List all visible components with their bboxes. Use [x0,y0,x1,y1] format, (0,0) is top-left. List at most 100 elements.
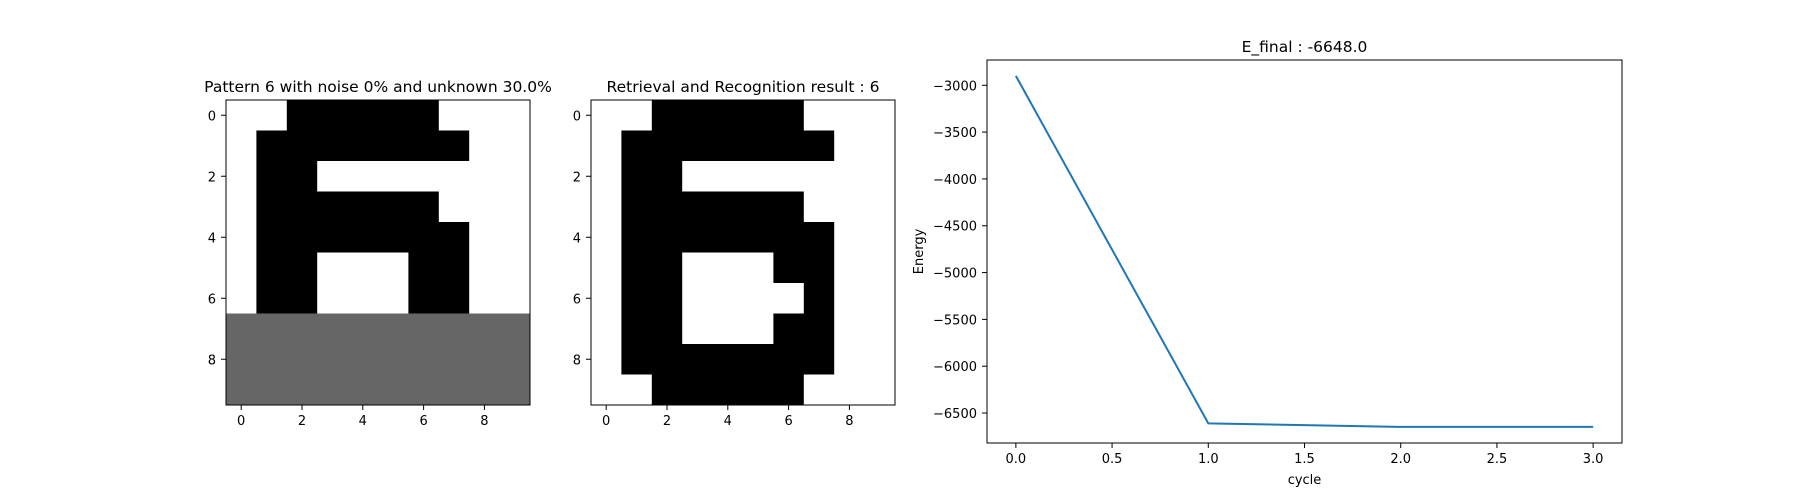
heatmap-cell [712,344,744,375]
y-tick-label: −5500 [933,313,977,328]
heatmap-cell [803,100,835,131]
heatmap-cell [226,283,257,314]
y-tick-label: −6500 [933,407,977,422]
y-tick-label: −5000 [933,267,977,282]
heatmap-cell [499,344,531,375]
heatmap-cell [682,313,713,345]
heatmap-cell [803,222,835,253]
y-tick-label: 0 [573,109,581,124]
heatmap-cell [834,222,865,253]
x-tick-label: 2.0 [1390,452,1411,467]
heatmap-cell [651,313,683,345]
y-tick-label: 8 [573,353,581,368]
heatmap-cell [408,344,440,375]
heatmap-cell [682,100,713,131]
heatmap-cell [317,283,348,314]
heatmap-cell [743,130,774,162]
x-tick-label: 0.5 [1102,452,1123,467]
heatmap-cell [743,283,774,314]
heatmap-cell [408,222,440,253]
heatmap-cell [256,161,288,192]
heatmap-cell [864,252,896,284]
heatmap-cell [712,252,744,284]
heatmap-cell [864,374,896,406]
heatmap-cell [438,344,470,375]
heatmap-cell [469,191,500,223]
y-tick-label: 4 [208,231,216,246]
heatmap-cell [743,161,774,192]
y-tick-label: 2 [208,170,216,185]
x-tick-label: 0 [237,414,245,429]
x-tick-label: 0.0 [1006,452,1027,467]
heatmap-cell [591,161,622,192]
heatmap-cell [286,313,318,345]
heatmap-cell [438,161,470,192]
heatmap-cell [834,313,865,345]
heatmap-cell [499,100,531,131]
heatmap-cell [347,161,379,192]
heatmap-cell [347,130,379,162]
y-tick-label: −4500 [933,220,977,235]
heatmap-cell [226,161,257,192]
x-tick-label: 2 [663,414,671,429]
heatmap-cell [378,313,409,345]
x-tick-label: 4 [724,414,732,429]
heatmap-cell [803,283,835,314]
heatmap-cell [256,313,288,345]
heatmap-cell [773,161,805,192]
heatmap-cell [469,374,500,406]
heatmap-cell [651,344,683,375]
heatmap-cell [317,222,348,253]
heatmap-cell [378,222,409,253]
heatmap-cell [591,130,622,162]
x-tick-label: 1.0 [1198,452,1219,467]
heatmap-cell [591,313,622,345]
heatmap-cell [378,191,409,223]
heatmap-cell [499,313,531,345]
y-tick-label: −6000 [933,360,977,375]
x-axis-label: cycle [1288,473,1322,488]
heatmap-cell [499,222,531,253]
x-tick-label: 8 [845,414,853,429]
x-tick-label: 1.5 [1294,452,1315,467]
heatmap-cell [591,100,622,131]
heatmap-cell [499,161,531,192]
heatmap-cell [286,344,318,375]
heatmap-cell [621,344,653,375]
heatmap-cell [256,222,288,253]
heatmap-cell [773,283,805,314]
y-tick-label: −4000 [933,173,977,188]
heatmap-cell [682,191,713,223]
heatmap-cell [226,374,257,406]
heatmap-1 [226,100,531,406]
heatmap-cell [438,222,470,253]
y-tick-label: 8 [208,353,216,368]
heatmap-cell [438,191,470,223]
heatmap-cell [286,283,318,314]
heatmap-cell [438,313,470,345]
x-tick-label: 2.5 [1487,452,1508,467]
x-tick-label: 3.0 [1583,452,1604,467]
heatmap-cell [469,100,500,131]
heatmap-cell [469,130,500,162]
heatmap-cell [347,100,379,131]
heatmap-frame [225,99,531,406]
heatmap-cell [226,252,257,284]
heatmap-cell [286,222,318,253]
heatmap-cell [317,313,348,345]
heatmap-cell [864,313,896,345]
heatmap-cell [347,191,379,223]
heatmap-cell [803,344,835,375]
y-tick-label: −3500 [933,126,977,141]
heatmap-cell [803,161,835,192]
heatmap-cell [286,130,318,162]
heatmap-cell [378,283,409,314]
heatmap-cell [743,374,774,406]
heatmap-cell [743,313,774,345]
heatmap-cell [651,191,683,223]
heatmap-cell [803,374,835,406]
heatmap-cell [226,344,257,375]
x-tick-label: 2 [298,414,306,429]
heatmap-cell [378,161,409,192]
